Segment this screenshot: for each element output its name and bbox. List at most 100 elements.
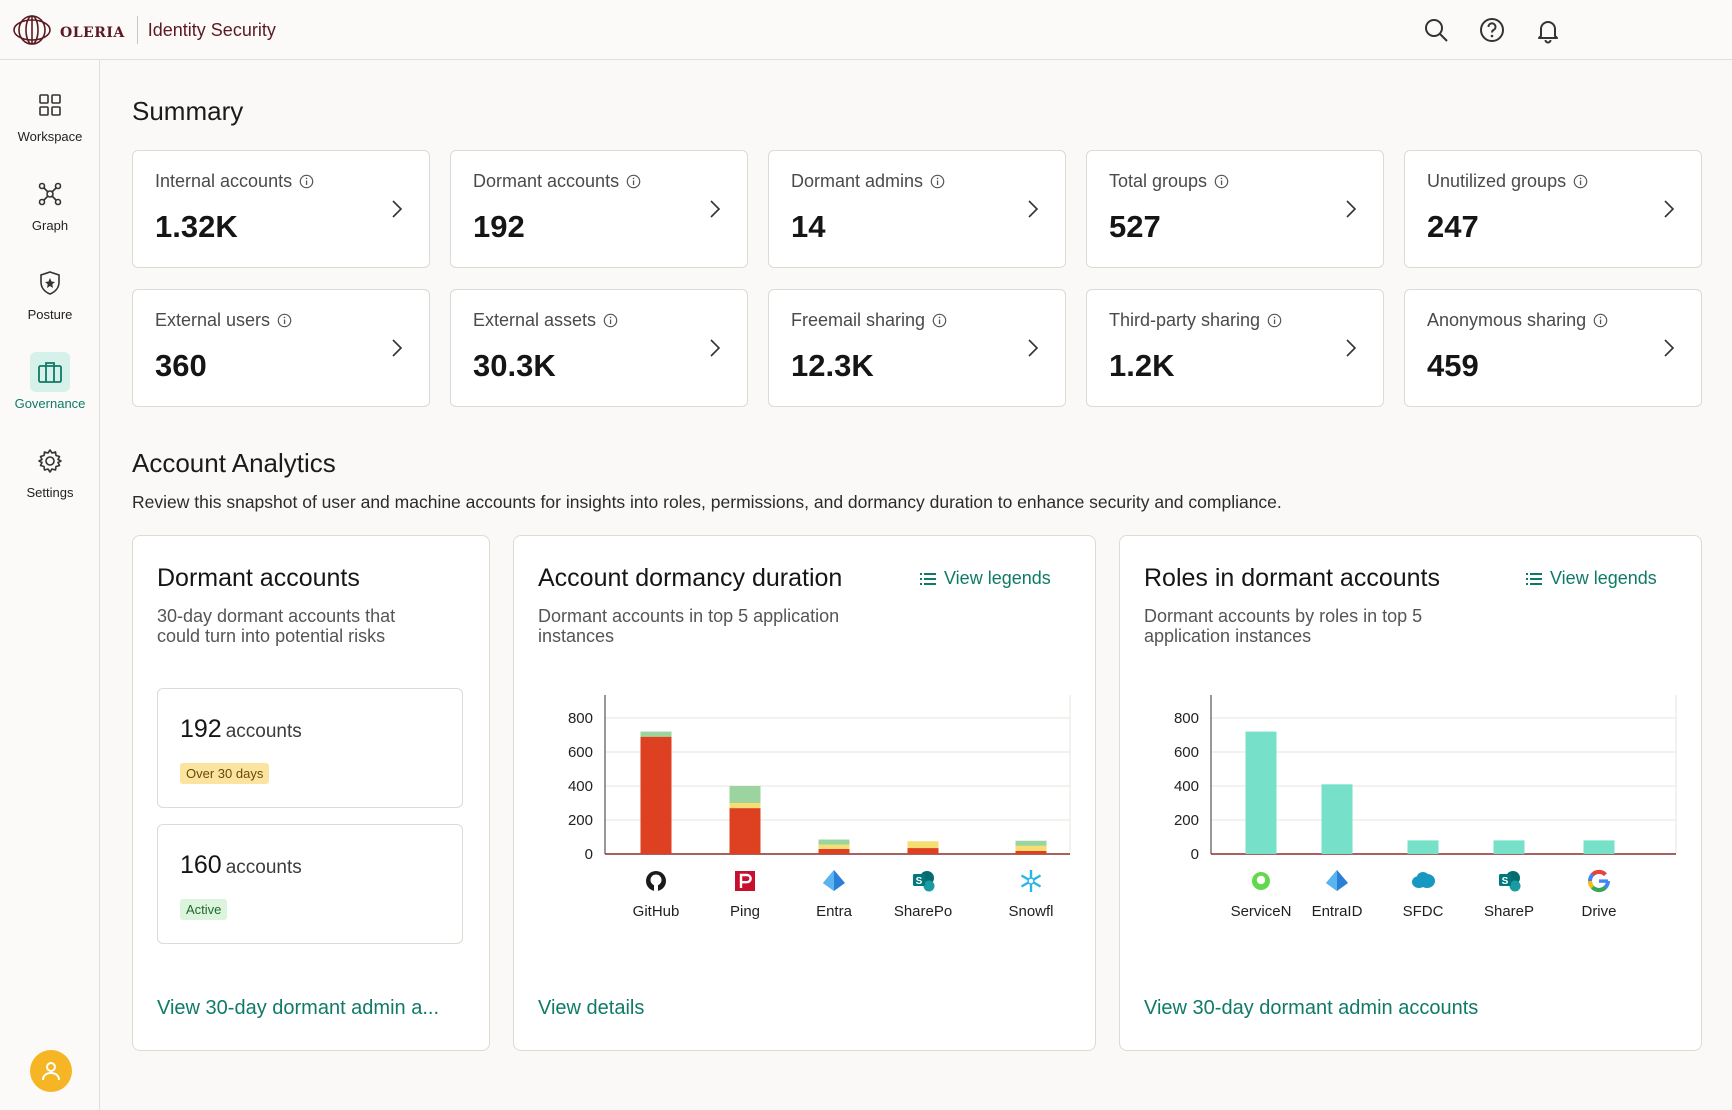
view-details-link[interactable]: View details	[538, 997, 645, 1019]
shield-star-icon	[30, 263, 70, 303]
card-label: Third-party sharing	[1109, 310, 1282, 331]
info-icon[interactable]	[277, 313, 292, 328]
bar-segment[interactable]	[1015, 845, 1047, 851]
bar[interactable]	[1245, 731, 1277, 854]
bar-segment[interactable]	[1015, 850, 1047, 854]
chevron-right-icon	[710, 200, 721, 218]
y-tick-label: 800	[568, 710, 593, 727]
view-legends-button[interactable]: View legends	[920, 568, 1051, 589]
search-icon[interactable]	[1422, 16, 1450, 44]
bar-segment[interactable]	[818, 844, 850, 849]
summary-card-freemail-sharing[interactable]: Freemail sharing 12.3K	[768, 289, 1066, 407]
sidebar-item-label: Workspace	[17, 129, 83, 144]
card-label-text: Internal accounts	[155, 171, 293, 191]
card-label-text: External assets	[473, 310, 597, 330]
dormant-count-box[interactable]: 192 accounts Over 30 days	[157, 688, 463, 808]
view-dormant-admin-accounts-link[interactable]: View 30-day dormant admin accounts	[1144, 997, 1479, 1019]
x-tick-label: EntraID	[1312, 903, 1363, 920]
count-value: 160	[180, 851, 222, 879]
sidebar-item-workspace[interactable]: Workspace	[0, 85, 100, 165]
sidebar-item-posture[interactable]: Posture	[0, 263, 100, 343]
count-unit: accounts	[225, 721, 302, 742]
list-icon	[1526, 572, 1542, 585]
info-icon[interactable]	[932, 313, 947, 328]
info-icon[interactable]	[1267, 313, 1282, 328]
status-badge: Active	[180, 899, 228, 920]
summary-card-dormant-admins[interactable]: Dormant admins 14	[768, 150, 1066, 268]
sidebar-item-governance[interactable]: Governance	[0, 352, 100, 432]
card-value: 1.2K	[1109, 348, 1175, 383]
bar[interactable]	[1321, 784, 1353, 854]
view-legends-button[interactable]: View legends	[1526, 568, 1657, 589]
sidebar-item-settings[interactable]: Settings	[0, 441, 100, 521]
bar-segment[interactable]	[729, 803, 761, 809]
info-icon[interactable]	[1593, 313, 1608, 328]
bar-segment[interactable]	[729, 808, 761, 854]
summary-card-third-party-sharing[interactable]: Third-party sharing 1.2K	[1086, 289, 1384, 407]
summary-card-unutilized-groups[interactable]: Unutilized groups 247	[1404, 150, 1702, 268]
account-count: 160 accounts	[180, 851, 302, 880]
y-tick-label: 800	[1174, 710, 1199, 727]
chevron-right-icon	[1346, 339, 1357, 357]
info-icon[interactable]	[1214, 174, 1229, 189]
summary-card-total-groups[interactable]: Total groups 527	[1086, 150, 1384, 268]
card-label: Unutilized groups	[1427, 171, 1588, 192]
info-icon[interactable]	[603, 313, 618, 328]
card-label-text: Dormant admins	[791, 171, 924, 191]
card-label: External users	[155, 310, 292, 331]
bar-segment[interactable]	[818, 848, 850, 854]
info-icon[interactable]	[626, 174, 641, 189]
chevron-right-icon	[1346, 200, 1357, 218]
summary-card-dormant-accounts[interactable]: Dormant accounts 192	[450, 150, 748, 268]
bar-segment[interactable]	[640, 736, 672, 854]
panel-subtitle: 30-day dormant accounts that could turn …	[157, 606, 395, 646]
info-icon[interactable]	[930, 174, 945, 189]
subtitle-line: instances	[538, 626, 615, 646]
section-description: Review this snapshot of user and machine…	[132, 492, 1282, 512]
card-value: 192	[473, 209, 525, 244]
bar-segment[interactable]	[818, 839, 850, 845]
summary-card-external-assets[interactable]: External assets 30.3K	[450, 289, 748, 407]
chevron-right-icon	[392, 200, 403, 218]
x-tick-label: Entra	[816, 903, 853, 920]
card-value: 247	[1427, 209, 1479, 244]
product-name: Identity Security	[147, 19, 276, 40]
bar-segment[interactable]	[1015, 840, 1047, 846]
bar-segment[interactable]	[907, 841, 939, 849]
avatar[interactable]	[30, 1050, 72, 1092]
bar-segment[interactable]	[907, 848, 939, 854]
info-icon[interactable]	[299, 174, 314, 189]
y-tick-label: 200	[1174, 812, 1199, 829]
summary-card-anonymous-sharing[interactable]: Anonymous sharing 459	[1404, 289, 1702, 407]
count-value: 192	[180, 715, 222, 743]
card-value: 360	[155, 348, 207, 383]
y-tick-label: 400	[1174, 778, 1199, 795]
sidebar-item-graph[interactable]: Graph	[0, 174, 100, 254]
bar-segment[interactable]	[640, 731, 672, 737]
panel-subtitle: Dormant accounts in top 5 application in…	[538, 606, 839, 646]
bar[interactable]	[1583, 840, 1615, 854]
card-label: Internal accounts	[155, 171, 314, 192]
sidebar: Workspace Graph Posture Governance Setti…	[0, 60, 100, 1110]
bar-segment[interactable]	[729, 786, 761, 803]
active-count-box[interactable]: 160 accounts Active	[157, 824, 463, 944]
card-label-text: Freemail sharing	[791, 310, 926, 330]
sidebar-item-label: Settings	[26, 485, 74, 500]
subtitle-line: Dormant accounts by roles in top 5	[1144, 606, 1423, 626]
chevron-right-icon	[1664, 200, 1675, 218]
sidebar-item-label: Posture	[27, 307, 73, 322]
bell-icon[interactable]	[1534, 16, 1562, 44]
summary-card-external-users[interactable]: External users 360	[132, 289, 430, 407]
panel-subtitle: Dormant accounts by roles in top 5 appli…	[1144, 606, 1422, 646]
bar[interactable]	[1407, 840, 1439, 854]
sharepoint-icon: S	[913, 871, 935, 892]
logo[interactable]: oleria Identity Security	[12, 14, 276, 46]
help-icon[interactable]	[1478, 16, 1506, 44]
view-dormant-admin-link[interactable]: View 30-day dormant admin a...	[157, 997, 440, 1019]
bar[interactable]	[1493, 840, 1525, 854]
summary-card-internal-accounts[interactable]: Internal accounts 1.32K	[132, 150, 430, 268]
card-label: Anonymous sharing	[1427, 310, 1608, 331]
info-icon[interactable]	[1573, 174, 1588, 189]
divider	[136, 16, 138, 44]
card-label-text: Third-party sharing	[1109, 310, 1261, 330]
